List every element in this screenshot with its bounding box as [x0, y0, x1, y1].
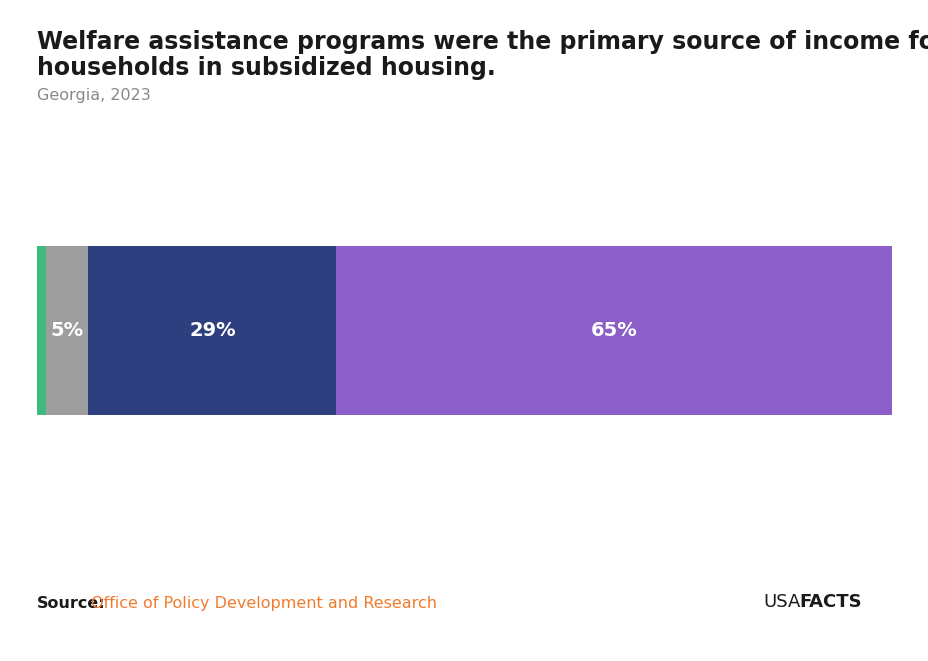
Text: USA: USA — [763, 594, 800, 611]
Text: FACTS: FACTS — [798, 594, 860, 611]
Bar — [336, 247, 891, 415]
Text: 65%: 65% — [590, 321, 637, 340]
Text: Georgia, 2023: Georgia, 2023 — [37, 88, 150, 103]
Text: 5%: 5% — [50, 321, 84, 340]
Bar — [88, 247, 336, 415]
Bar — [37, 247, 45, 415]
Text: Source:: Source: — [37, 596, 106, 611]
Bar — [45, 247, 88, 415]
Text: 29%: 29% — [189, 321, 236, 340]
Text: Welfare assistance programs were the primary source of income for 1% of: Welfare assistance programs were the pri… — [37, 30, 928, 54]
Text: Office of Policy Development and Research: Office of Policy Development and Researc… — [91, 596, 436, 611]
Text: households in subsidized housing.: households in subsidized housing. — [37, 56, 496, 80]
